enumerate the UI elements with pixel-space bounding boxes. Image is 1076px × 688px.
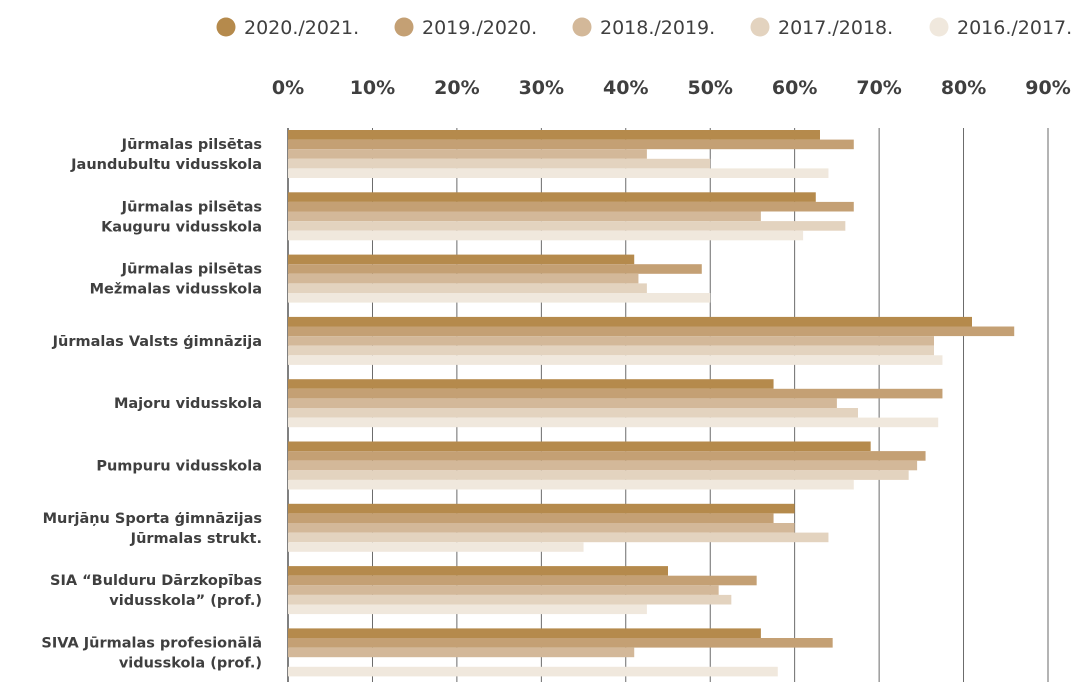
legend-label: 2018./2019. [600, 17, 715, 39]
bar [288, 532, 829, 543]
bar [288, 379, 774, 389]
bar [288, 168, 829, 178]
bars [288, 130, 1015, 677]
legend-label: 2016./2017. [957, 17, 1072, 39]
legend-swatch [216, 17, 236, 37]
bar [288, 264, 702, 274]
legend-swatch [572, 17, 592, 37]
category-label: SIA “Bulduru Dārzkopības [50, 573, 262, 589]
bar [288, 575, 757, 586]
bar [288, 336, 934, 346]
bar [288, 647, 635, 658]
bar [288, 211, 761, 222]
category-label: Jūrmalas pilsētas [121, 137, 262, 153]
bar [288, 585, 719, 595]
bar [288, 388, 943, 399]
bar [288, 192, 816, 202]
legend-label: 2020./2021. [244, 17, 359, 39]
bar [288, 441, 871, 452]
bar [288, 158, 711, 169]
x-axis-ticks: 0% 10% 20% 30% 40% 50% 60% 70% 80% 90% [272, 77, 1071, 99]
x-tick-label: 20% [434, 77, 479, 99]
legend-swatch [750, 17, 770, 37]
bar [288, 594, 732, 605]
legend-swatch [394, 17, 414, 37]
category-label: Majoru vidusskola [114, 396, 262, 412]
category-label: Mežmalas vidusskola [90, 282, 262, 298]
bar [288, 604, 647, 615]
bar [288, 149, 647, 159]
category-label: vidusskola” (prof.) [109, 593, 262, 609]
legend-swatch [929, 17, 949, 37]
x-tick-label: 40% [603, 77, 648, 99]
category-label: Pumpuru vidusskola [96, 459, 262, 475]
category-label: vidusskola (prof.) [119, 655, 262, 671]
bar [288, 316, 972, 327]
bar [288, 628, 761, 638]
bar [288, 254, 635, 265]
bar [288, 326, 1015, 337]
x-tick-label: 80% [941, 77, 986, 99]
category-label: SIVA Jūrmalas profesionālā [41, 635, 262, 651]
bar [288, 130, 820, 140]
category-label: Kauguru vidusskola [101, 219, 262, 235]
x-tick-label: 30% [519, 77, 564, 99]
category-label: Jūrmalas Valsts ģimnāzija [52, 334, 262, 350]
x-tick-label: 60% [772, 77, 817, 99]
x-tick-label: 70% [856, 77, 901, 99]
bar [288, 666, 778, 677]
bar [288, 283, 647, 293]
category-label: Jūrmalas strukt. [130, 531, 262, 547]
bar [288, 293, 711, 303]
bar [288, 230, 804, 241]
bar [288, 139, 854, 150]
legend-label: 2017./2018. [778, 17, 893, 39]
bar [288, 470, 909, 480]
bar [288, 273, 639, 284]
x-tick-label: 10% [350, 77, 395, 99]
category-label: Jūrmalas pilsētas [121, 199, 262, 215]
bar [288, 417, 939, 428]
legend: 2020./2021. 2019./2020. 2018./2019. 2017./2… [216, 17, 1072, 39]
bar [288, 451, 926, 461]
x-tick-label: 50% [687, 77, 732, 99]
bar [288, 523, 795, 533]
bar [288, 355, 943, 365]
bar [288, 513, 774, 523]
bar [288, 201, 854, 212]
bar [288, 503, 795, 514]
bar [288, 408, 858, 418]
bar [288, 638, 833, 648]
bar [288, 542, 584, 552]
category-label: Jūrmalas pilsētas [121, 262, 262, 278]
x-tick-label: 0% [272, 77, 304, 99]
bar [288, 460, 918, 471]
bar [288, 221, 846, 231]
bar [288, 345, 934, 356]
category-label: Murjāņu Sporta ģimnāzijas [43, 511, 262, 527]
legend-label: 2019./2020. [422, 17, 537, 39]
bar [288, 566, 668, 576]
x-tick-label: 90% [1025, 77, 1070, 99]
category-labels: Jūrmalas pilsētas Jaundubultu vidusskola J… [41, 137, 262, 671]
bar [288, 398, 837, 408]
category-label: Jaundubultu vidusskola [70, 157, 262, 173]
bar [288, 479, 854, 490]
